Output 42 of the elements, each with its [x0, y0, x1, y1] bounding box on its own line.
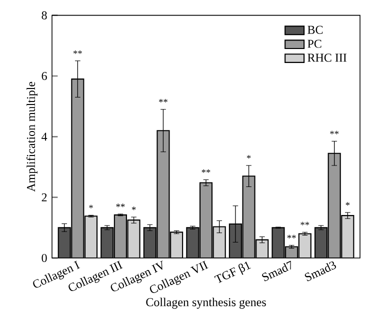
data-label: **: [300, 222, 310, 226]
bar: [143, 227, 156, 258]
bar: [341, 215, 354, 258]
data-label: **: [73, 50, 82, 54]
x-tick-label: TGF β1: [214, 262, 251, 283]
legend-label: BC: [308, 26, 323, 34]
data-label: *: [246, 155, 251, 159]
data-label: **: [287, 234, 296, 238]
bar: [314, 227, 328, 258]
y-tick-label: 6: [42, 72, 47, 80]
bar: [58, 227, 71, 258]
data-label: **: [202, 169, 210, 173]
y-tick-label: 2: [42, 193, 47, 202]
bar: [328, 152, 341, 258]
bar: [100, 227, 114, 258]
y-tick-label: 0: [42, 254, 47, 262]
y-axis-title: Amplification multiple: [26, 82, 38, 192]
bar: [242, 176, 256, 258]
bar: [272, 227, 285, 258]
bar: [199, 182, 213, 258]
bar: [212, 226, 226, 258]
x-axis-title: Collagen synthesis genes: [146, 298, 266, 309]
data-label: *: [346, 202, 350, 206]
x-tick-label: Smad3: [304, 261, 336, 282]
legend-label: PC: [308, 40, 322, 48]
bar: [170, 232, 184, 258]
data-label: **: [159, 98, 168, 102]
bar: [186, 227, 200, 258]
y-tick-label: 8: [42, 11, 47, 20]
bar: [298, 233, 312, 258]
bar: [71, 78, 84, 258]
bar: [84, 216, 98, 258]
data-label: **: [116, 204, 125, 208]
bar: [256, 239, 269, 258]
y-tick-label: 4: [42, 132, 48, 141]
bar: [127, 220, 140, 258]
data-label: *: [132, 206, 136, 210]
bar: [114, 214, 126, 258]
bar: [156, 130, 170, 258]
data-label: **: [330, 130, 339, 134]
legend-label: RHC III: [308, 54, 346, 62]
data-label: *: [89, 204, 93, 208]
